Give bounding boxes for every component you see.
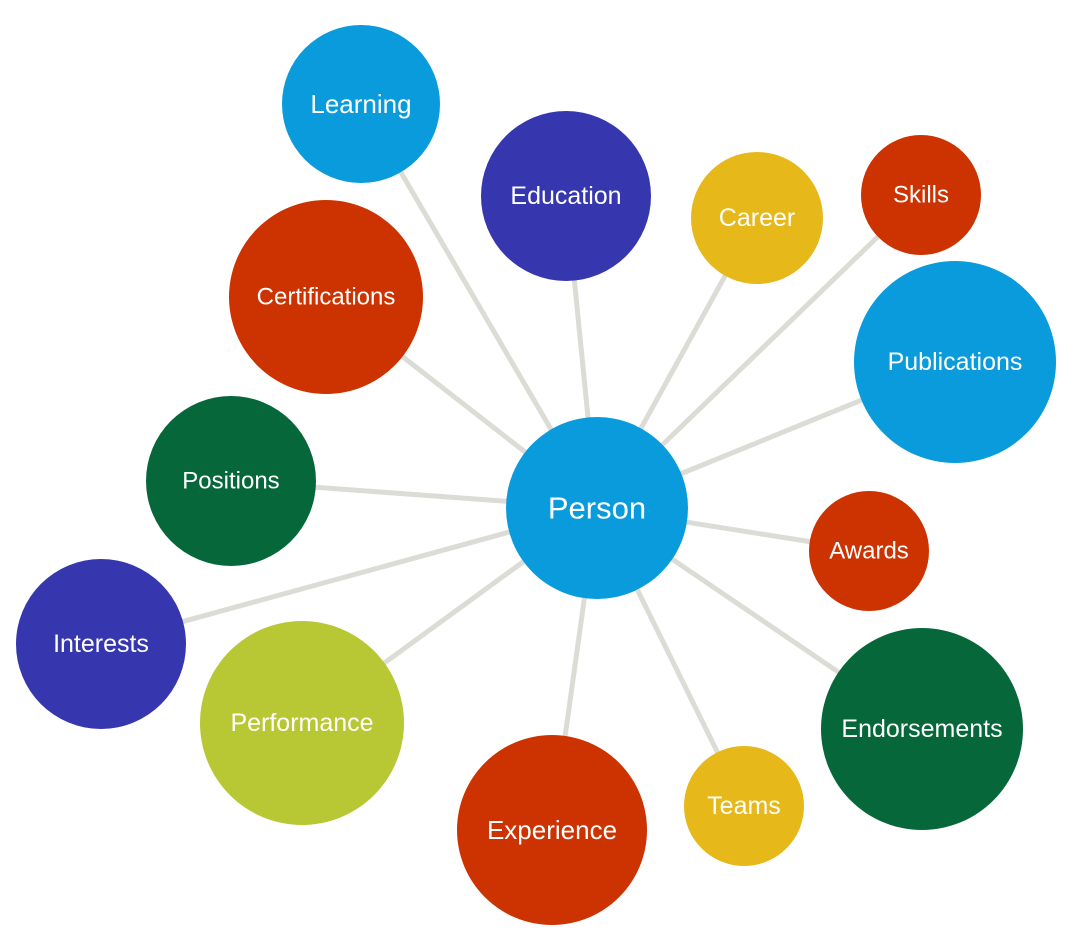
node-teams-circle	[684, 746, 804, 866]
node-endorsements: Endorsements	[821, 628, 1023, 830]
node-publications-label: Publications	[888, 348, 1023, 376]
node-career-label: Career	[719, 204, 795, 232]
node-certifications-circle	[229, 200, 423, 394]
node-positions-label: Positions	[182, 468, 279, 495]
node-education-label: Education	[510, 182, 621, 210]
node-person: Person	[506, 417, 688, 599]
node-interests: Interests	[16, 559, 186, 729]
node-skills-label: Skills	[893, 182, 949, 209]
node-awards-circle	[809, 491, 929, 611]
node-learning-label: Learning	[310, 89, 411, 119]
node-performance-circle	[200, 621, 404, 825]
node-experience: Experience	[457, 735, 647, 925]
node-skills: Skills	[861, 135, 981, 255]
node-learning-circle	[282, 25, 440, 183]
node-publications: Publications	[854, 261, 1056, 463]
node-experience-label: Experience	[487, 815, 617, 845]
node-interests-label: Interests	[53, 630, 149, 658]
node-interests-circle	[16, 559, 186, 729]
node-teams-label: Teams	[707, 792, 781, 820]
node-certifications: Certifications	[229, 200, 423, 394]
node-person-circle	[506, 417, 688, 599]
node-education-circle	[481, 111, 651, 281]
node-endorsements-circle	[821, 628, 1023, 830]
node-career: Career	[691, 152, 823, 284]
node-skills-circle	[861, 135, 981, 255]
node-teams: Teams	[684, 746, 804, 866]
node-person-label: Person	[548, 491, 646, 526]
node-learning: Learning	[282, 25, 440, 183]
node-positions-circle	[146, 396, 316, 566]
node-experience-circle	[457, 735, 647, 925]
node-performance-label: Performance	[230, 709, 373, 737]
nodes-layer: Person Learning Education Career Skills Certi…	[16, 25, 1056, 925]
node-career-circle	[691, 152, 823, 284]
node-certifications-label: Certifications	[257, 284, 396, 311]
node-awards: Awards	[809, 491, 929, 611]
node-performance: Performance	[200, 621, 404, 825]
node-publications-circle	[854, 261, 1056, 463]
node-education: Education	[481, 111, 651, 281]
node-positions: Positions	[146, 396, 316, 566]
node-awards-label: Awards	[829, 538, 909, 565]
node-endorsements-label: Endorsements	[841, 715, 1002, 743]
